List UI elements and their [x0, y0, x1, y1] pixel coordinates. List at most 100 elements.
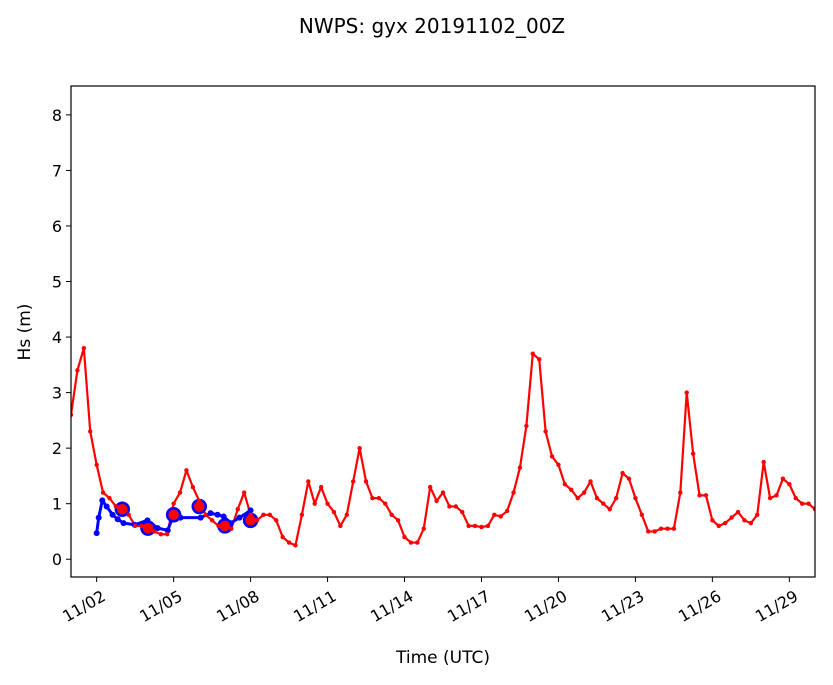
model-point: [184, 468, 189, 473]
model-point: [434, 498, 439, 504]
model-point: [556, 462, 561, 468]
model-point: [197, 498, 202, 504]
plot-marks: [71, 345, 815, 548]
model-point: [216, 523, 221, 529]
model-point: [723, 520, 728, 526]
model-point: [152, 529, 157, 534]
model-point: [261, 512, 266, 517]
model-point: [806, 501, 811, 506]
model-point: [742, 518, 747, 523]
model-point: [767, 495, 773, 501]
observed-point: [93, 530, 100, 537]
model-point: [626, 476, 632, 481]
observed-point: [154, 525, 161, 532]
model-point: [537, 357, 542, 362]
model-point: [440, 490, 446, 495]
observed-point: [197, 514, 204, 521]
model-point: [165, 532, 170, 537]
model-point: [607, 507, 612, 512]
y-axis-label: Hs (m): [15, 304, 35, 361]
x-tick-label: 11/20: [521, 586, 570, 626]
model-point: [479, 524, 484, 530]
model-point: [351, 479, 356, 484]
model-point: [209, 518, 215, 523]
model-point: [466, 523, 471, 529]
model-point: [460, 509, 465, 515]
x-tick-label: 11/23: [598, 586, 647, 626]
model-point: [203, 512, 208, 517]
model-point: [145, 529, 151, 534]
observed-point: [103, 503, 110, 510]
model-point: [562, 482, 568, 487]
x-tick-label: 11/02: [59, 586, 108, 626]
model-point: [620, 470, 625, 476]
model-point: [780, 476, 786, 481]
y-tick-label: 7: [52, 161, 62, 180]
model-point: [120, 507, 125, 512]
matched-point: [165, 507, 182, 523]
model-point: [517, 465, 523, 470]
model-point: [761, 459, 766, 465]
model-point: [787, 482, 792, 487]
model-point: [485, 523, 491, 529]
model-point: [774, 493, 779, 498]
model-point: [581, 490, 587, 495]
model-point: [132, 523, 138, 529]
model-point: [697, 493, 702, 498]
model-point: [543, 429, 548, 434]
model-point: [633, 495, 638, 501]
model-point: [338, 523, 343, 529]
model-point: [126, 512, 131, 517]
model-point: [678, 490, 683, 495]
model-point: [81, 345, 87, 351]
observed-point: [109, 511, 116, 518]
model-point: [363, 479, 369, 484]
model-point: [395, 518, 401, 523]
x-tick-label: 11/17: [444, 586, 493, 626]
model-point: [569, 487, 574, 492]
model-point: [748, 520, 754, 526]
model-point: [177, 490, 183, 495]
model-point: [524, 423, 529, 429]
model-point: [190, 484, 196, 490]
model-point: [639, 512, 645, 517]
model-point: [331, 509, 337, 515]
y-axis: 0 1 2 3 4 5 6 7 8: [52, 106, 71, 569]
model-point: [530, 351, 535, 356]
model-point: [389, 512, 394, 517]
model-point: [549, 454, 555, 459]
model-point: [710, 518, 715, 523]
y-tick-label: 1: [52, 495, 62, 514]
model-point: [421, 526, 426, 531]
model-point: [241, 490, 247, 495]
observed-point: [214, 511, 221, 518]
model-point: [415, 540, 420, 545]
model-point: [498, 514, 503, 519]
model-point: [755, 512, 760, 517]
model-point: [652, 529, 657, 534]
y-tick-label: 5: [52, 273, 62, 292]
x-tick-label: 11/11: [290, 586, 339, 626]
model-point: [158, 532, 163, 537]
observed-point: [247, 507, 254, 514]
model-point: [453, 504, 459, 509]
observed-point: [220, 513, 227, 520]
model-point: [447, 504, 452, 509]
x-axis: 11/02 11/05 11/08 11/11 11/14 11/17 11/20 11/23…: [59, 577, 801, 626]
observed-point: [207, 510, 214, 517]
model-point: [280, 534, 285, 540]
model-point: [312, 501, 317, 506]
model-point: [94, 462, 99, 468]
model-point: [370, 495, 375, 501]
model-point: [383, 501, 388, 506]
model-point: [229, 526, 234, 531]
model-point: [299, 512, 305, 517]
y-tick-label: 2: [52, 439, 62, 458]
model-point: [408, 540, 414, 545]
x-tick-label: 11/05: [136, 586, 185, 626]
model-point: [235, 507, 240, 512]
model-point: [318, 484, 324, 490]
model-point: [575, 495, 580, 501]
y-tick-label: 0: [52, 550, 62, 569]
